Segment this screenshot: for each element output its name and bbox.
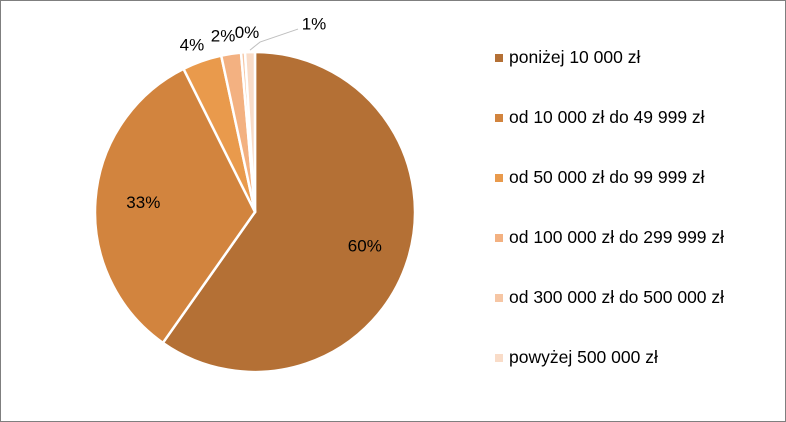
pie-data-labels: 60% 33% 4% 2% 0% 1%: [126, 15, 382, 256]
legend-item-4: od 100 000 zł do 299 999 zł: [495, 223, 780, 253]
legend-label-6: powyżej 500 000 zł: [509, 347, 658, 368]
legend-item-2: od 10 000 zł do 49 999 zł: [495, 103, 780, 133]
data-label-6: 1%: [302, 15, 327, 34]
legend-label-5: od 300 000 zł do 500 000 zł: [509, 287, 725, 308]
legend-item-6: powyżej 500 000 zł: [495, 343, 780, 373]
leader-line-6: [249, 28, 299, 51]
data-label-3: 4%: [180, 36, 205, 55]
pie-slice-6: [243, 50, 257, 214]
legend-label-4: od 100 000 zł do 299 999 zł: [509, 227, 725, 248]
pie-slices: [93, 50, 417, 374]
legend-label-2: od 10 000 zł do 49 999 zł: [509, 107, 705, 128]
legend-label-3: od 50 000 zł do 99 999 zł: [509, 167, 705, 188]
legend-swatch-4: [495, 234, 503, 242]
data-label-1: 60%: [348, 236, 382, 255]
pie-slice-2: [93, 67, 257, 345]
legend-swatch-5: [495, 294, 503, 302]
legend-item-1: poniżej 10 000 zł: [495, 43, 780, 73]
data-label-2: 33%: [126, 193, 160, 212]
data-label-5: 0%: [235, 23, 260, 42]
data-label-4: 2%: [211, 26, 236, 45]
chart-legend: poniżej 10 000 zł od 10 000 zł do 49 999…: [495, 43, 780, 403]
legend-item-5: od 300 000 zł do 500 000 zł: [495, 283, 780, 313]
legend-item-3: od 50 000 zł do 99 999 zł: [495, 163, 780, 193]
legend-swatch-3: [495, 174, 503, 182]
legend-swatch-2: [495, 114, 503, 122]
legend-swatch-1: [495, 54, 503, 62]
pie-slice-1: [161, 50, 417, 374]
legend-swatch-6: [495, 354, 503, 362]
legend-label-1: poniżej 10 000 zł: [509, 47, 641, 68]
